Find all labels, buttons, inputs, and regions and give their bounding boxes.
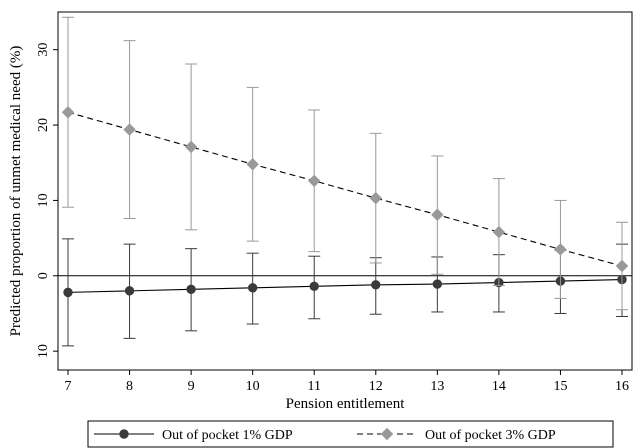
y-tick-label: 30 (36, 43, 51, 57)
data-point (61, 106, 75, 119)
plot-frame (57, 11, 633, 371)
x-tick-label: 12 (369, 379, 383, 394)
series-group (61, 16, 629, 347)
x-tick-label: 9 (188, 379, 195, 394)
legend-label: Out of pocket 3% GDP (425, 428, 556, 443)
data-point (184, 140, 198, 154)
axes: 7 8 9 10 11 12 13 14 15 16 10 0 10 20 30 (36, 43, 629, 394)
data-point (431, 208, 444, 221)
series-2 (61, 16, 629, 311)
data-point (492, 225, 506, 239)
series-1 (62, 238, 628, 347)
x-tick-label: 8 (126, 379, 133, 394)
legend-box (87, 420, 614, 448)
legend-label: Out of pocket 1% GDP (162, 428, 293, 443)
data-point (615, 259, 629, 273)
data-point (371, 280, 381, 290)
data-point (124, 286, 135, 296)
legend-item-2: Out of pocket 3% GDP (357, 427, 556, 443)
data-point (247, 283, 258, 293)
data-point (246, 158, 259, 171)
legend-swatch-marker (380, 427, 394, 441)
x-tick-label: 10 (246, 379, 260, 394)
y-axis-title: Predicted proportion of unmet medical ne… (8, 46, 24, 337)
data-point (554, 243, 567, 256)
x-tick-label: 13 (430, 379, 444, 394)
y-tick-label: 10 (36, 344, 51, 358)
x-tick-label: 7 (65, 379, 72, 394)
y-tick-label: 0 (36, 272, 51, 279)
data-point (123, 123, 136, 136)
legend: Out of pocket 1% GDP Out of pocket 3% GDP (87, 420, 614, 448)
series-line (67, 111, 623, 267)
legend-swatch-marker (119, 429, 129, 439)
x-axis-title: Pension entitlement (286, 396, 406, 412)
x-tick-label: 14 (492, 379, 506, 394)
legend-item-1: Out of pocket 1% GDP (94, 428, 293, 443)
data-point (369, 191, 382, 205)
data-point (63, 287, 73, 298)
x-tick-label: 11 (307, 379, 320, 394)
x-tick-label: 16 (615, 379, 629, 394)
series-line (67, 279, 623, 293)
y-tick-label: 10 (36, 193, 51, 207)
data-point (309, 281, 319, 292)
plot-area (57, 11, 633, 371)
data-point (432, 279, 443, 289)
x-tick-label: 15 (553, 379, 567, 394)
data-point (186, 284, 196, 295)
data-point (308, 174, 321, 188)
y-tick-label: 20 (36, 118, 51, 132)
